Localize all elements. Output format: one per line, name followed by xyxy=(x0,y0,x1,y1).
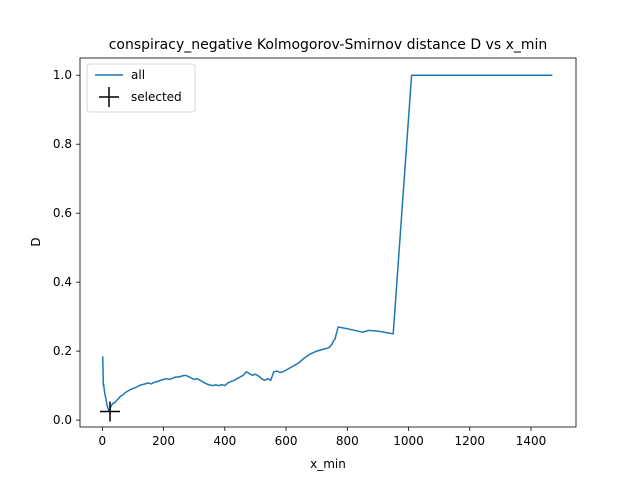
x-tick-label: 400 xyxy=(213,434,236,448)
y-tick-label: 0.6 xyxy=(53,206,72,220)
legend-label-selected: selected xyxy=(131,90,182,104)
y-tick-label: 1.0 xyxy=(53,68,72,82)
y-axis-label: D xyxy=(29,237,43,246)
x-axis-label: x_min xyxy=(310,457,346,471)
x-tick-label: 200 xyxy=(152,434,175,448)
x-tick-label: 0 xyxy=(99,434,107,448)
x-tick-label: 1000 xyxy=(393,434,424,448)
x-tick-label: 800 xyxy=(336,434,359,448)
y-tick-label: 0.4 xyxy=(53,275,72,289)
legend: all selected xyxy=(86,63,196,113)
selected-point-marker xyxy=(100,401,121,422)
y-tick-label: 0.8 xyxy=(53,137,72,151)
x-axis: 0 200 400 600 800 1000 1200 1400 xyxy=(99,427,547,448)
x-tick-label: 1200 xyxy=(454,434,485,448)
legend-box xyxy=(86,63,196,113)
plot-area xyxy=(100,74,553,422)
x-tick-label: 600 xyxy=(275,434,298,448)
y-tick-label: 0.2 xyxy=(53,344,72,358)
y-axis: 0.0 0.2 0.4 0.6 0.8 1.0 xyxy=(53,68,80,427)
legend-label-all: all xyxy=(131,68,145,82)
chart-title: conspiracy_negative Kolmogorov-Smirnov d… xyxy=(109,37,548,53)
series-all-line xyxy=(101,74,553,413)
x-tick-label: 1400 xyxy=(516,434,547,448)
y-tick-label: 0.0 xyxy=(53,413,72,427)
plot-frame xyxy=(79,57,577,428)
